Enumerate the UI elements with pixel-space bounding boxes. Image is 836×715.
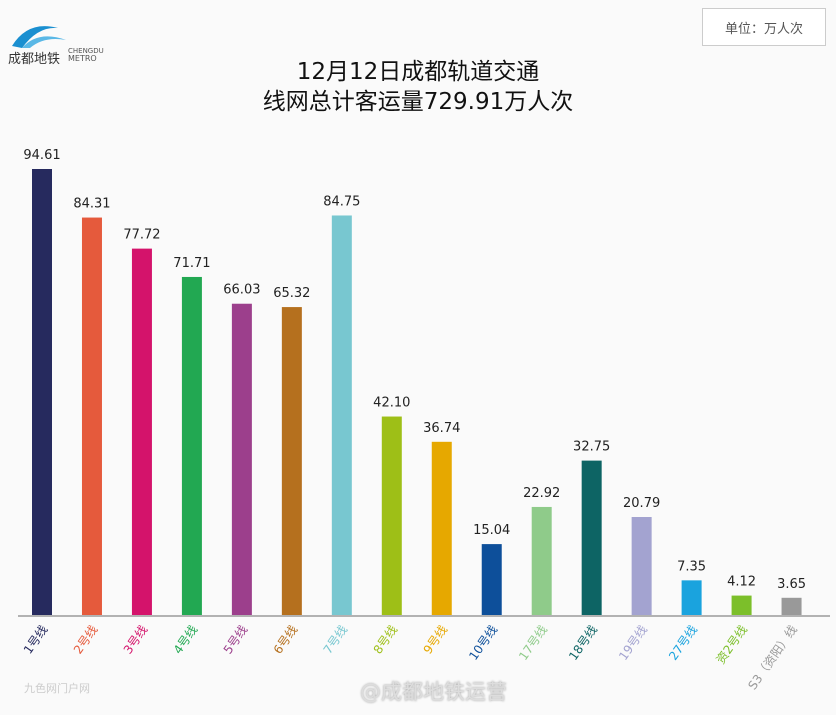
data-label: 71.71 [173,256,210,271]
x-tick-label: 5号线 [221,623,251,657]
x-tick-label: 19号线 [616,623,650,663]
data-label: 66.03 [223,283,260,298]
bar [631,516,652,615]
watermark-site: 九色网门户网 [24,682,90,695]
x-tick-label: 6号线 [271,623,301,657]
x-tick-label: 2号线 [71,623,101,657]
x-tick-label: 18号线 [566,623,600,663]
bar [32,169,52,615]
x-tick-label: 17号线 [516,623,550,663]
chart-title: 12月12日成都轨道交通 [296,59,540,85]
data-label: 32.75 [573,440,610,455]
bar [681,580,702,615]
data-label: 84.31 [73,197,110,212]
bar [531,506,552,615]
bar [81,217,102,615]
x-tick-label: 1号线 [21,623,51,657]
data-label: 36.74 [423,421,460,436]
data-label: 94.61 [23,148,60,163]
bar [581,460,602,615]
x-tick-label: S3（资阳）线 [745,623,800,693]
x-tick-label: 8号线 [371,623,401,657]
x-tick-label: 3号线 [121,623,151,657]
logo-en: CHENGDU METRO [68,47,104,63]
data-label: 65.32 [273,286,310,301]
data-label: 20.79 [623,496,660,511]
x-tick-label: 7号线 [321,623,351,657]
data-label: 42.10 [373,396,410,411]
x-tick-label: 27号线 [666,623,700,663]
bar [731,595,752,615]
x-tick-label: 9号线 [421,623,451,657]
bar [131,248,152,615]
data-label: 15.04 [473,523,510,538]
data-label: 7.35 [677,559,706,574]
x-tick-label: 资2号线 [714,623,750,667]
chart-subtitle: 线网总计客运量729.91万人次 [262,89,574,115]
bar [231,303,252,615]
x-tick-label: 10号线 [466,623,500,663]
bar [481,544,502,615]
data-label: 3.65 [777,577,806,592]
data-label: 4.12 [727,575,756,590]
bar [381,416,402,615]
unit-label: 单位：万人次 [702,8,826,46]
bar [781,597,802,615]
bar [181,276,202,615]
chengdu-metro-logo [12,26,66,48]
x-tick-label: 4号线 [171,623,201,657]
data-label: 84.75 [323,194,360,209]
bar [431,441,452,615]
logo-text: 成都地铁 [8,52,61,67]
data-label: 22.92 [523,486,560,501]
data-label: 77.72 [123,228,160,243]
bar [281,307,302,615]
weibo-watermark: @成都地铁运营 [360,680,507,704]
bar [331,215,352,615]
